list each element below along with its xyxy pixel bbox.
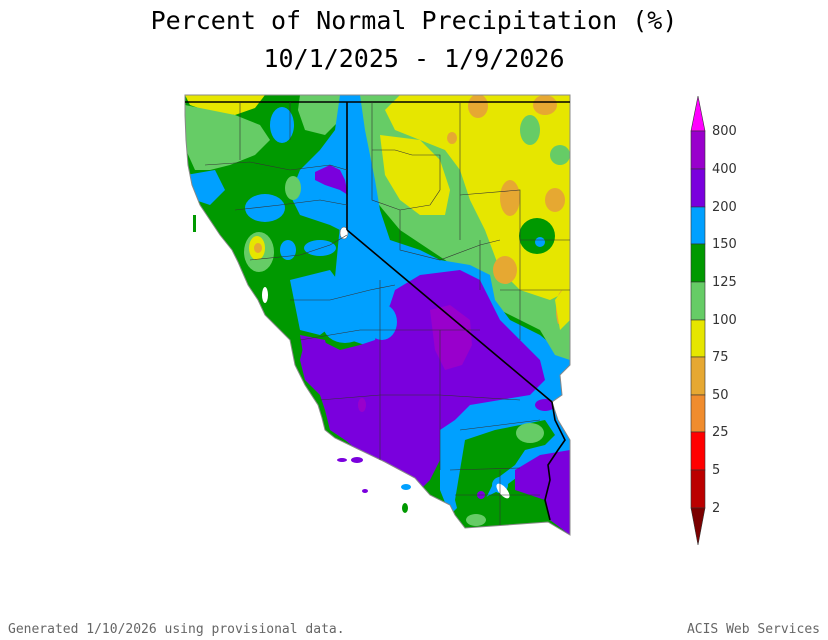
- legend-label: 150: [712, 237, 737, 252]
- legend-label: 100: [712, 313, 737, 328]
- legend-label: 2: [712, 501, 721, 516]
- county-borders: [204, 102, 570, 525]
- color-legend: [690, 95, 706, 546]
- legend-label: 75: [712, 350, 729, 365]
- chart-title: Percent of Normal Precipitation (%): [150, 6, 678, 35]
- source-credit: ACIS Web Services: [686, 622, 820, 637]
- precip-fill: [185, 95, 570, 535]
- legend-label: 200: [712, 200, 737, 215]
- legend-label: 50: [712, 388, 729, 403]
- legend-label: 5: [712, 463, 721, 478]
- chart-date-range: 10/1/2025 - 1/9/2026: [263, 44, 565, 73]
- state-borders: [185, 101, 570, 521]
- legend-label: 800: [712, 124, 737, 139]
- generated-note: Generated 1/10/2026 using provisional da…: [8, 622, 345, 637]
- channel-islands: [193, 215, 411, 513]
- legend-label: 125: [712, 275, 737, 290]
- legend-label: 400: [712, 162, 737, 177]
- legend-label: 25: [712, 425, 729, 440]
